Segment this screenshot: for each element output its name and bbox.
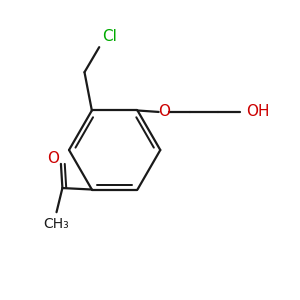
Text: O: O [158,104,170,119]
Text: CH₃: CH₃ [44,218,69,232]
Text: Cl: Cl [102,29,117,44]
Text: OH: OH [246,104,270,119]
Text: O: O [47,151,59,166]
